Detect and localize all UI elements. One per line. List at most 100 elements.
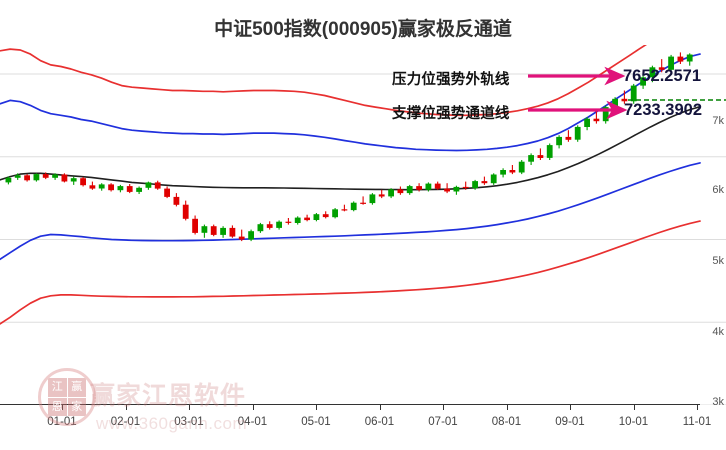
candle-body	[229, 227, 236, 237]
x-axis-tick-label-06-01: 06-01	[364, 416, 395, 428]
candle-body	[313, 214, 320, 220]
candle-body	[145, 182, 152, 188]
x-axis-tick-label-10-01: 10-01	[618, 416, 649, 428]
x-axis-tick-mark	[506, 404, 508, 410]
candle-body	[621, 98, 628, 102]
candle-body	[108, 184, 114, 191]
x-axis-tick-label-02-01: 02-01	[110, 416, 141, 428]
candle-body	[556, 136, 562, 146]
candle-body	[537, 155, 544, 158]
candle-body	[126, 186, 133, 192]
candle-body	[434, 183, 441, 189]
seal-char-2: 赢	[67, 378, 86, 397]
candle-body	[42, 174, 49, 178]
candle-body	[584, 118, 590, 127]
candle-body	[52, 174, 58, 178]
x-axis-tick-mark	[443, 404, 444, 410]
band-line-outer_upper	[0, 45, 648, 117]
candle-body	[677, 56, 684, 62]
x-axis-tick-mark	[570, 404, 571, 410]
x-axis-tick-label-09-01: 09-01	[555, 416, 585, 428]
x-axis-tick-label-03-01: 03-01	[174, 416, 204, 428]
x-axis-tick-mark	[189, 404, 190, 410]
x-axis-tick-mark	[252, 404, 254, 410]
candle-body	[658, 67, 665, 70]
candle-body	[117, 186, 124, 191]
candle-body	[89, 185, 96, 189]
candle-body	[668, 56, 674, 70]
support-annotation-label: 支撑位强势通道线	[392, 106, 510, 122]
y-axis-tick-6k: 6k	[712, 184, 724, 196]
y-axis-tick-5k: 5k	[712, 255, 724, 267]
candle-body	[593, 118, 600, 122]
company-seal-watermark: 江 赢 恩 家	[38, 368, 96, 426]
candle-body	[5, 177, 12, 183]
chart-plot-area: 7k 6k 5k 4k 3k	[0, 45, 726, 408]
candle-body	[192, 218, 198, 233]
candle-body	[322, 214, 329, 218]
candle-body	[80, 178, 86, 186]
resistance-annotation-label: 压力位强势外轨线	[392, 72, 510, 88]
x-axis-tick-mark	[379, 404, 381, 410]
x-axis-tick-label-05-01: 05-01	[301, 416, 331, 428]
candle-body	[472, 181, 478, 189]
support-annotation-value: 7233.3902	[624, 101, 702, 119]
x-axis-tick-mark	[697, 404, 698, 410]
x-axis-tick-label-11-01: 11-01	[682, 416, 712, 428]
band-line-inner_lower	[0, 162, 701, 261]
candle-body	[397, 189, 404, 194]
seal-char-3: 恩	[48, 397, 67, 416]
candle-body	[248, 231, 254, 240]
x-axis-tick-mark	[125, 404, 127, 410]
candle-body	[425, 183, 432, 190]
candle-body	[388, 189, 394, 197]
candle-body	[24, 175, 30, 181]
candle-body	[257, 224, 264, 232]
x-axis-tick-label-07-01: 07-01	[428, 416, 458, 428]
x-axis-tick-label-08-01: 08-01	[491, 416, 522, 428]
candle-body	[266, 224, 273, 228]
candle-body	[154, 182, 161, 189]
candle-body	[574, 126, 581, 140]
candle-body	[304, 217, 310, 221]
chart-canvas	[0, 45, 726, 405]
y-axis-tick-3k: 3k	[712, 396, 724, 408]
candle-body	[518, 161, 525, 173]
candle-body	[341, 209, 348, 211]
resistance-annotation-value: 7652.2571	[623, 67, 701, 85]
candle-body	[444, 188, 450, 192]
candle-body	[453, 186, 460, 192]
candle-body	[70, 178, 77, 182]
page-title: 中证500指数(000905)赢家极反通道	[214, 19, 512, 40]
candle-body	[686, 54, 693, 62]
candle-body	[182, 204, 189, 219]
candle-body	[285, 221, 292, 223]
candle-body	[546, 145, 553, 158]
candle-body	[332, 209, 338, 218]
x-axis-tick-mark	[633, 404, 635, 410]
candle-body	[360, 202, 366, 204]
brand-watermark: 赢家江恩软件	[90, 382, 247, 410]
candle-body	[14, 175, 21, 178]
candle-body	[378, 194, 385, 197]
candle-body	[238, 236, 245, 240]
candle-body	[276, 221, 282, 228]
candle-body	[61, 174, 68, 182]
band-line-outer_lower	[0, 220, 701, 325]
candle-body	[481, 181, 488, 184]
candle-body	[33, 174, 40, 181]
candle-body	[630, 85, 637, 102]
x-axis-tick-label-04-01: 04-01	[237, 416, 268, 428]
seal-char-4: 家	[67, 397, 86, 416]
candle-body	[98, 184, 105, 189]
candle-body	[294, 217, 301, 223]
band-line-middle	[0, 105, 701, 191]
candle-body	[462, 186, 469, 189]
x-axis-line	[0, 404, 700, 405]
x-axis-tick-mark	[316, 404, 317, 410]
candle-body	[500, 170, 506, 175]
candle-body	[640, 77, 646, 86]
url-watermark: www.360gann.com	[96, 414, 248, 433]
candle-body	[220, 227, 226, 235]
candle-body	[612, 98, 618, 108]
